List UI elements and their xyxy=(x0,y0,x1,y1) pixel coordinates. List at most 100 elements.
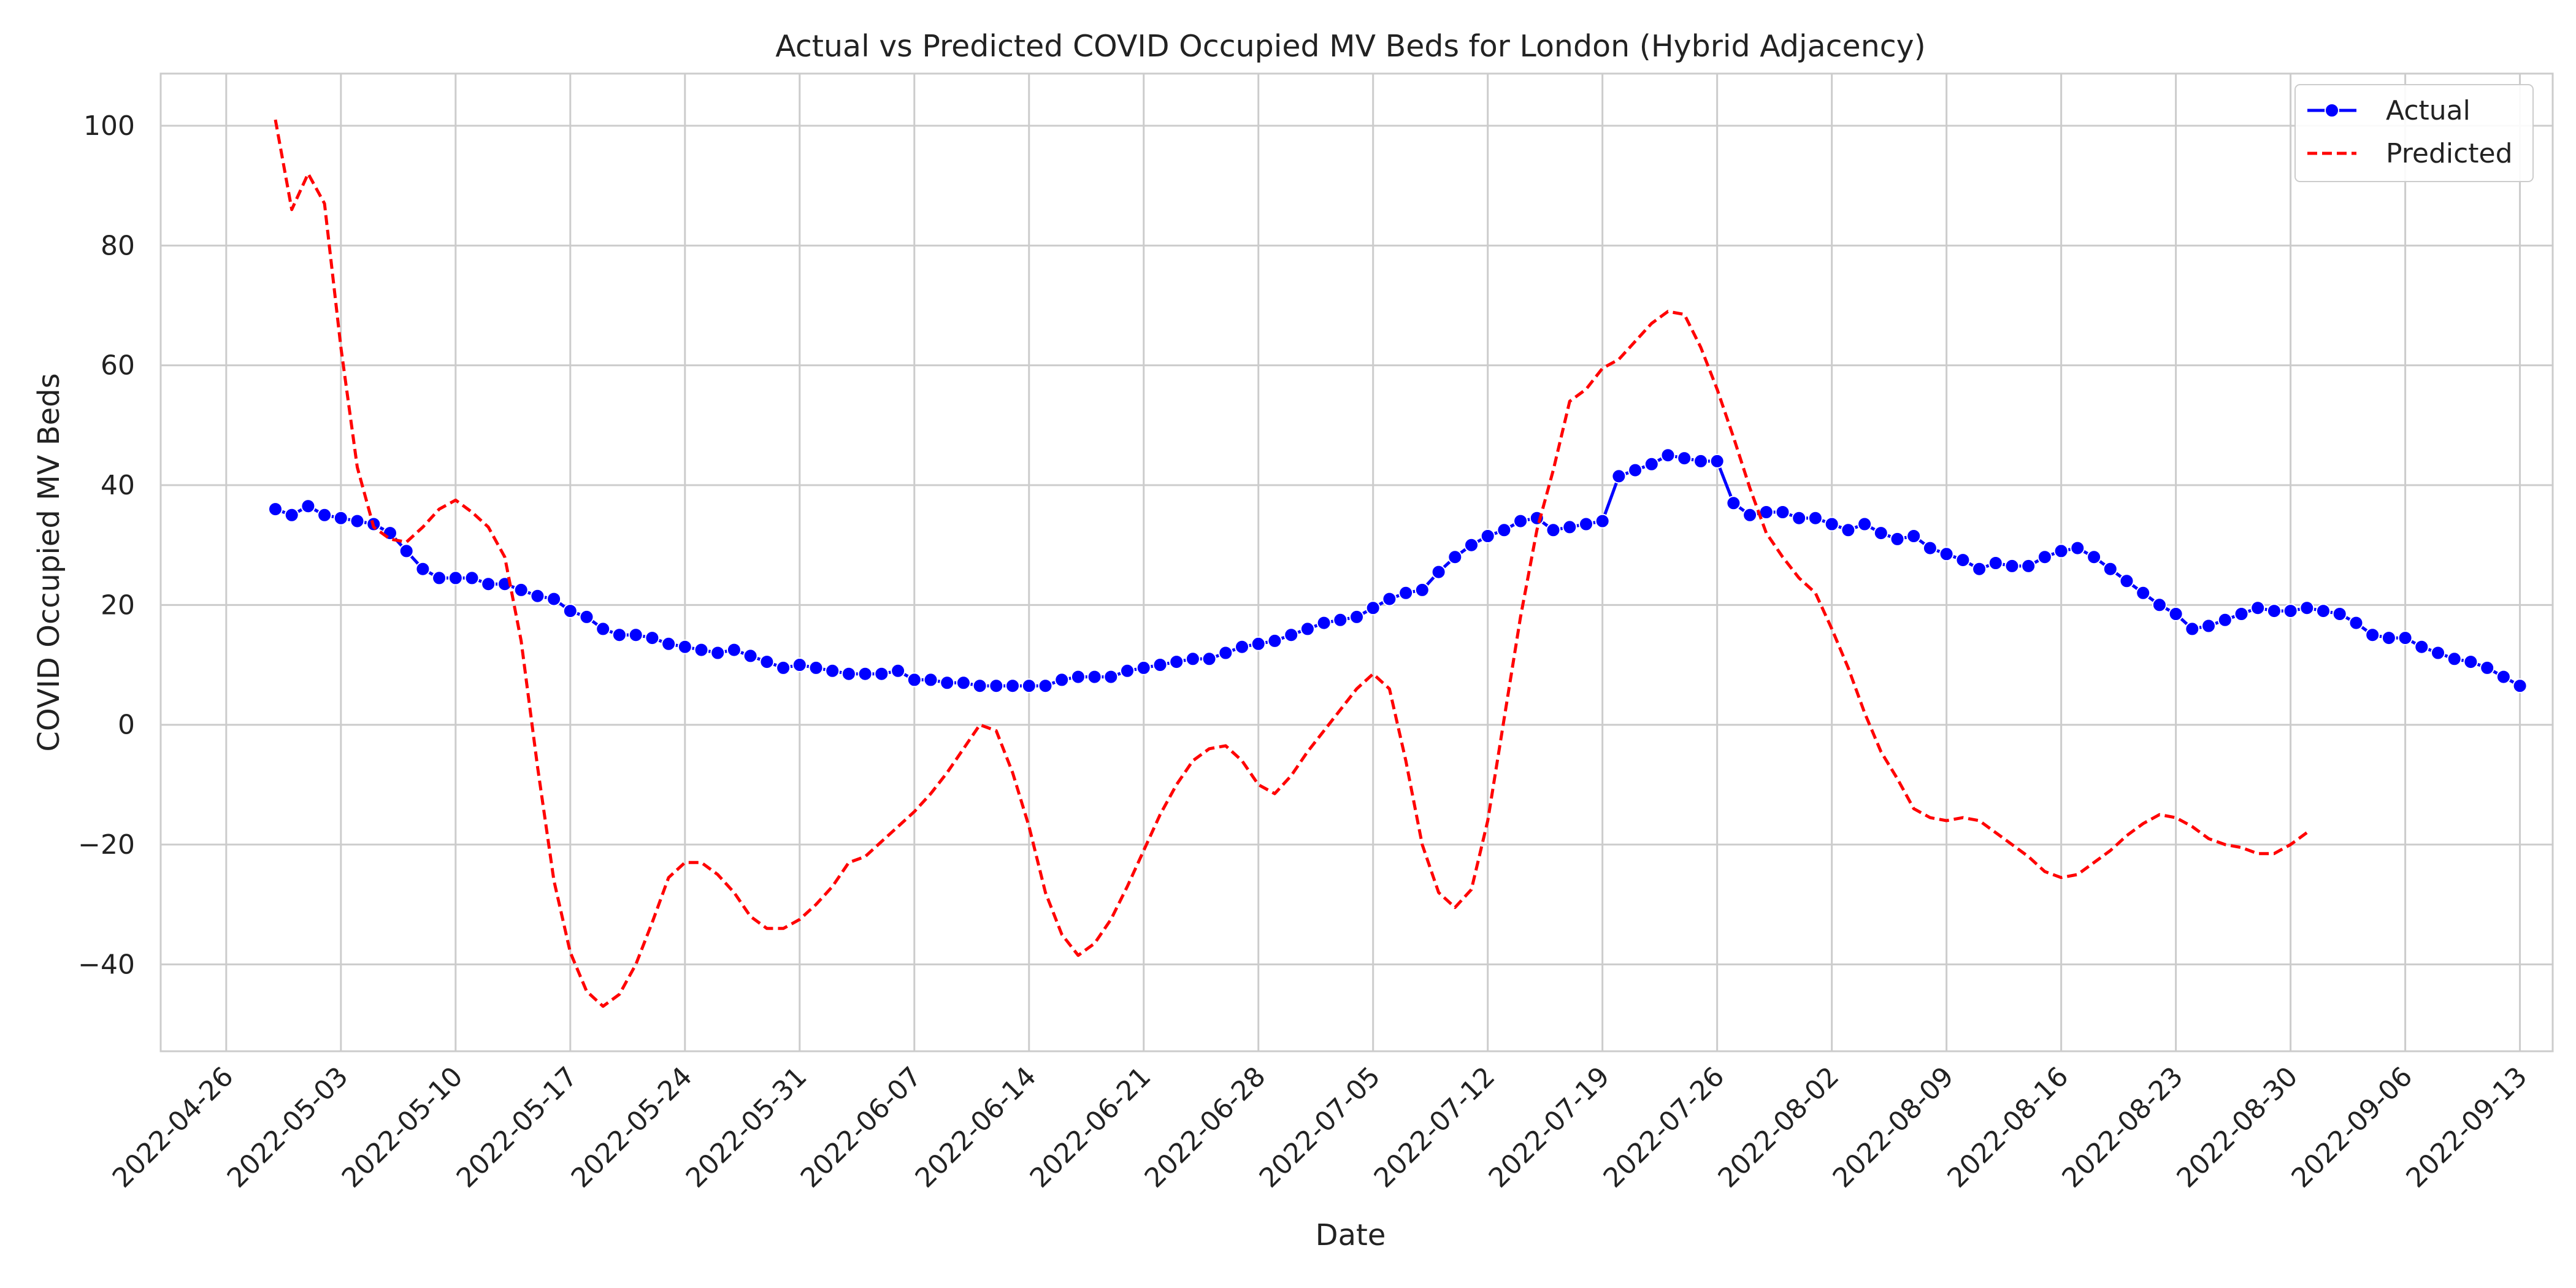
x-tick-label: 2022-05-03 xyxy=(221,1061,355,1194)
data-point xyxy=(1349,609,1364,624)
data-point xyxy=(333,510,348,526)
data-point xyxy=(1316,615,1332,631)
data-point xyxy=(759,654,775,670)
data-point xyxy=(1841,523,1856,538)
data-point xyxy=(1644,456,1659,472)
data-point xyxy=(1857,516,1873,532)
y-tick-label: 40 xyxy=(101,470,135,501)
data-point xyxy=(464,570,480,586)
data-point xyxy=(1038,678,1053,694)
data-point xyxy=(1136,660,1151,675)
data-point xyxy=(776,660,791,675)
data-point xyxy=(2398,631,2413,646)
series-line-predicted xyxy=(274,119,2308,1008)
data-point xyxy=(825,663,840,678)
x-tick-label: 2022-09-13 xyxy=(2400,1061,2533,1194)
data-point xyxy=(284,507,299,523)
data-point xyxy=(710,645,726,661)
data-point xyxy=(1628,462,1643,478)
x-tick-label: 2022-05-24 xyxy=(565,1061,699,1194)
data-point xyxy=(2512,678,2528,694)
data-point xyxy=(694,642,709,657)
data-point xyxy=(1267,633,1282,648)
data-point xyxy=(2381,631,2396,646)
data-point xyxy=(301,499,316,514)
x-tick-label: 2022-05-17 xyxy=(451,1061,584,1194)
x-tick-label: 2022-06-14 xyxy=(910,1061,1043,1194)
data-point xyxy=(1824,516,1839,532)
data-point xyxy=(645,631,660,646)
data-point xyxy=(1595,513,1610,529)
data-point xyxy=(1709,453,1725,469)
data-point xyxy=(857,666,873,681)
data-point xyxy=(1202,651,1217,667)
data-point xyxy=(956,675,971,691)
data-point xyxy=(596,621,611,637)
data-point xyxy=(628,627,643,643)
data-point xyxy=(972,678,987,694)
y-tick-label: 60 xyxy=(101,350,135,381)
data-point xyxy=(383,526,397,541)
data-point xyxy=(2348,615,2364,631)
x-tick-label: 2022-09-06 xyxy=(2285,1061,2418,1194)
data-point xyxy=(2332,607,2347,621)
plot-frame xyxy=(159,72,2554,1052)
data-point xyxy=(1235,639,1249,654)
data-point xyxy=(874,666,889,681)
y-tick-label: 0 xyxy=(118,710,135,741)
data-point xyxy=(1070,669,1086,684)
data-point xyxy=(2414,639,2429,654)
data-point xyxy=(1579,516,1593,532)
x-tick-label: 2022-05-10 xyxy=(336,1061,469,1194)
data-point xyxy=(399,543,414,559)
data-point xyxy=(1693,453,1708,469)
data-point xyxy=(513,582,529,597)
data-point xyxy=(481,577,496,592)
data-point xyxy=(1792,510,1807,526)
x-tick-label: 2022-06-21 xyxy=(1024,1061,1157,1194)
legend-predicted-label: Predicted xyxy=(2386,138,2513,169)
data-point xyxy=(1464,537,1479,553)
data-point xyxy=(989,678,1004,694)
data-point xyxy=(1742,507,1758,523)
data-point xyxy=(546,591,562,607)
data-point xyxy=(350,513,365,529)
data-point xyxy=(268,502,283,517)
data-point xyxy=(1021,678,1037,694)
x-tick-label: 2022-08-09 xyxy=(1827,1061,1960,1194)
data-point xyxy=(661,636,677,651)
data-point xyxy=(448,570,463,586)
chart-title: Actual vs Predicted COVID Occupied MV Be… xyxy=(775,29,1926,64)
data-point xyxy=(1677,451,1692,466)
data-point xyxy=(1955,553,1971,568)
x-tick-label: 2022-06-07 xyxy=(795,1061,928,1194)
data-point xyxy=(2217,612,2233,627)
x-tick-label: 2022-07-05 xyxy=(1254,1061,1387,1194)
y-axis-label: COVID Occupied MV Beds xyxy=(32,373,66,751)
data-point xyxy=(1382,591,1397,607)
data-point xyxy=(1972,561,1987,577)
x-gridlines xyxy=(225,74,2521,1051)
x-tick-label: 2022-08-16 xyxy=(1942,1061,2075,1194)
data-point xyxy=(1169,654,1184,670)
y-tick-label: 100 xyxy=(83,110,135,142)
data-point xyxy=(1988,556,2003,570)
data-point xyxy=(2037,550,2052,565)
data-point xyxy=(2463,654,2478,670)
data-point xyxy=(1152,657,1168,672)
data-point xyxy=(1284,627,1299,643)
data-point xyxy=(1398,585,1414,600)
data-point xyxy=(1365,600,1381,616)
data-point xyxy=(415,561,431,577)
x-tick-label: 2022-08-30 xyxy=(2171,1061,2304,1194)
data-point xyxy=(432,570,447,586)
data-point xyxy=(907,672,922,688)
x-tick-label: 2022-06-28 xyxy=(1139,1061,1272,1194)
data-point xyxy=(1807,510,1823,526)
data-point xyxy=(1562,519,1577,535)
x-tick-labels: 2022-04-262022-05-032022-05-102022-05-17… xyxy=(107,1061,2534,1194)
data-point xyxy=(2365,627,2380,643)
data-point xyxy=(2152,597,2167,613)
data-point xyxy=(940,675,955,691)
data-point xyxy=(2168,607,2183,621)
